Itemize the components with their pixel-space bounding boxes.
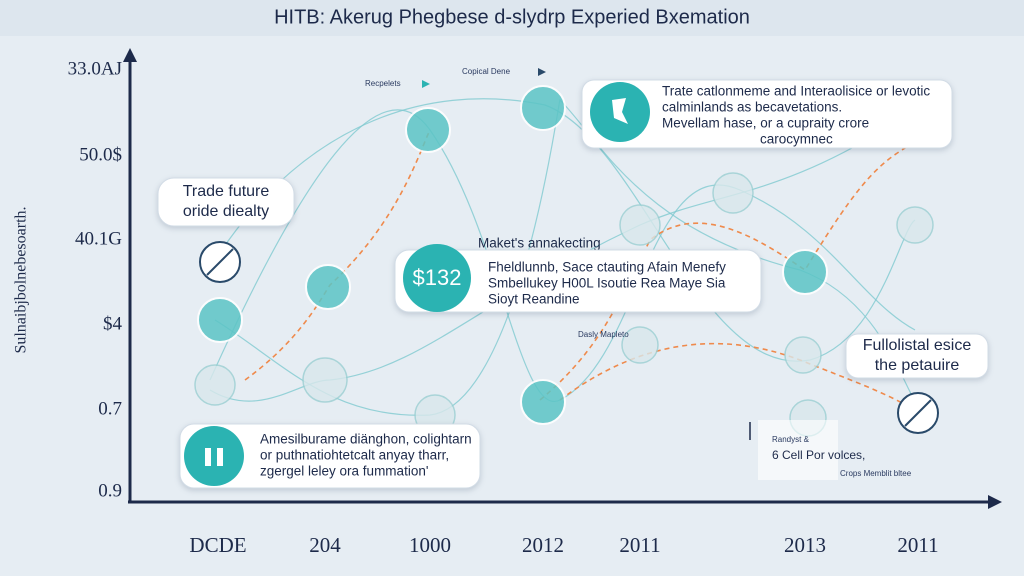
x-arrow bbox=[988, 495, 1002, 509]
callout-text: Smbellukey H00L Isoutie Rea Maye Sia bbox=[488, 276, 726, 291]
callout-box bbox=[157, 177, 295, 227]
y-labels: 33.0AJ 50.0$ 40.1G $4 0.7 0.9 bbox=[68, 58, 123, 501]
label-box bbox=[758, 420, 838, 480]
x-label: 2012 bbox=[522, 533, 564, 557]
label-arrow bbox=[538, 68, 546, 76]
x-label: 204 bbox=[309, 533, 341, 557]
trend-line bbox=[559, 342, 916, 411]
node bbox=[302, 357, 348, 403]
node bbox=[782, 249, 828, 295]
node bbox=[621, 326, 659, 364]
node bbox=[784, 336, 822, 374]
x-label: 2011 bbox=[619, 533, 660, 557]
callout-title: Maket's annakecting bbox=[478, 236, 601, 251]
x-label: 2013 bbox=[784, 533, 826, 557]
y-label: 50.0$ bbox=[79, 144, 122, 165]
y-label: 0.9 bbox=[98, 480, 122, 501]
y-label: 0.7 bbox=[98, 398, 122, 419]
x-label: DCDE bbox=[189, 533, 246, 557]
icon-glyph bbox=[612, 98, 628, 124]
badge-text: $132 bbox=[413, 265, 462, 290]
callout-text: Trate catlonmeme and Interaolisice or le… bbox=[662, 84, 930, 99]
node bbox=[712, 172, 754, 214]
icon-glyph bbox=[205, 448, 211, 466]
label-arrow bbox=[422, 80, 430, 88]
callout-box bbox=[394, 249, 762, 313]
y-label: $4 bbox=[103, 313, 123, 334]
callout-text: calminlands as becavetations. bbox=[662, 100, 842, 115]
x-label: 2011 bbox=[897, 533, 938, 557]
callout-text: or puthnatiohtetcalt anyay tharr, bbox=[260, 448, 449, 463]
callout-box bbox=[581, 79, 953, 149]
node bbox=[197, 297, 243, 343]
callout-text: the petauire bbox=[875, 357, 960, 374]
node bbox=[305, 264, 351, 310]
icon bbox=[184, 426, 244, 486]
node bbox=[619, 204, 661, 246]
node bbox=[405, 107, 451, 153]
callout-text: Fullolistal esice bbox=[863, 337, 972, 354]
title-band bbox=[0, 0, 1024, 36]
callout-text: Amesilburame diänghon, colightarn bbox=[260, 432, 472, 447]
icon-glyph bbox=[217, 448, 223, 466]
callout-text: Fheldlunnb, Sace ctauting Afain Menefy bbox=[488, 260, 726, 275]
callout-text: carocymnec bbox=[760, 132, 833, 147]
callout-text: Mevellam hase, or a cupraity crore bbox=[662, 116, 869, 131]
small-label: Dasly Mapleto bbox=[578, 330, 629, 339]
nodes bbox=[194, 85, 939, 437]
node bbox=[520, 85, 566, 131]
node bbox=[896, 206, 934, 244]
callout-text: zgergel leley ora fummation' bbox=[260, 464, 428, 479]
y-arrow bbox=[123, 48, 137, 62]
small-label: Crops Memblit bltee bbox=[840, 469, 912, 478]
small-label: Randyst & bbox=[772, 435, 810, 444]
y-title: Sulnaibjbolnebesoarth. bbox=[13, 206, 30, 353]
small-label: 6 Cell Por volces, bbox=[772, 448, 865, 462]
node bbox=[520, 379, 566, 425]
node bbox=[194, 364, 236, 406]
callout-box bbox=[845, 333, 989, 379]
x-labels: DCDE 204 1000 2012 2011 2013 2011 bbox=[189, 533, 938, 557]
curve bbox=[214, 98, 916, 362]
marker-slash bbox=[206, 248, 234, 276]
trend-line bbox=[539, 139, 921, 401]
x-label: 1000 bbox=[409, 533, 451, 557]
small-label: Copical Dene bbox=[462, 67, 511, 76]
y-label: 40.1G bbox=[75, 228, 122, 249]
callout-text: Trade future bbox=[183, 183, 270, 200]
small-label: Recpelets bbox=[365, 79, 401, 88]
callout-box bbox=[179, 423, 481, 489]
badge bbox=[403, 244, 471, 312]
marker-slash bbox=[904, 399, 932, 427]
title: HITB: Akerug Phegbese d-slydrp Experied … bbox=[274, 6, 750, 28]
callout-text: Sioyt Reandine bbox=[488, 292, 580, 307]
y-label: 33.0AJ bbox=[68, 58, 122, 79]
callout-text: oride diealty bbox=[183, 203, 269, 220]
